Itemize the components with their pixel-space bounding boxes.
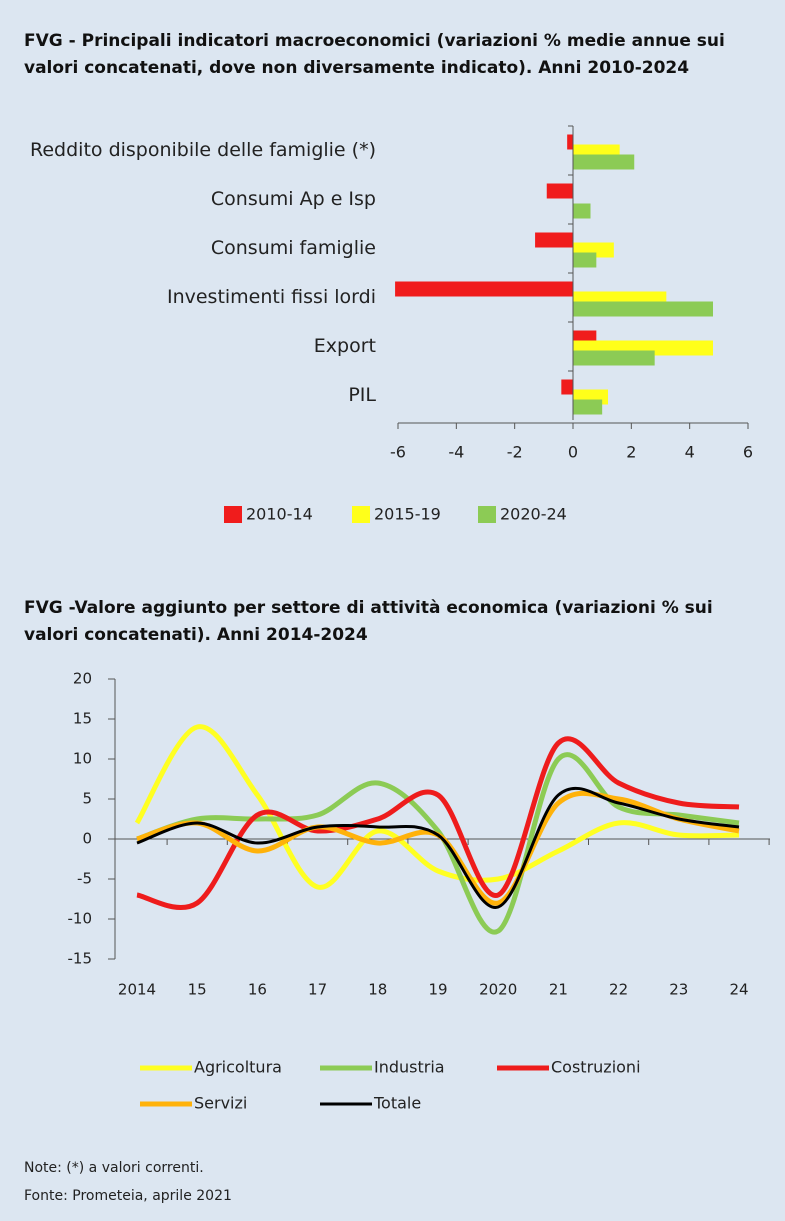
y-tick-label: 5 bbox=[82, 790, 92, 808]
bar bbox=[561, 379, 573, 395]
bar bbox=[567, 134, 573, 150]
note: Fonte: Prometeia, aprile 2021 bbox=[24, 1188, 232, 1204]
legend-label: Costruzioni bbox=[551, 1058, 641, 1077]
bar bbox=[573, 399, 603, 415]
legend-swatch bbox=[478, 506, 496, 523]
data-line bbox=[136, 736, 740, 911]
x-tick-label: 16 bbox=[248, 981, 267, 999]
legend-swatch bbox=[352, 506, 370, 523]
category-label: Consumi Ap e Isp bbox=[211, 188, 376, 210]
data-line bbox=[134, 724, 740, 890]
x-tick-label: 2 bbox=[626, 443, 636, 462]
x-tick-label: 6 bbox=[743, 443, 753, 462]
y-tick-label: 10 bbox=[73, 750, 92, 768]
x-tick-label: 0 bbox=[568, 443, 578, 462]
legend-label: Industria bbox=[374, 1058, 445, 1077]
bar bbox=[573, 154, 635, 170]
category-label: Consumi famiglie bbox=[211, 237, 376, 259]
x-tick-label: -4 bbox=[448, 443, 464, 462]
y-tick-label: 20 bbox=[73, 670, 92, 688]
legend-label: 2015-19 bbox=[374, 505, 441, 524]
bar bbox=[546, 183, 573, 199]
x-tick-label: 19 bbox=[428, 981, 447, 999]
x-tick-label: 21 bbox=[549, 981, 568, 999]
chart-title: FVG - Principali indicatori macroeconomi… bbox=[24, 31, 725, 78]
category-label: PIL bbox=[348, 384, 376, 406]
bar bbox=[573, 203, 591, 219]
bar-chart: Reddito disponibile delle famiglie (*) Co… bbox=[30, 125, 753, 524]
legend-label: 2020-24 bbox=[500, 505, 567, 524]
category-label: Export bbox=[314, 335, 376, 357]
y-tick-label: 0 bbox=[82, 830, 92, 848]
x-tick-label: -2 bbox=[507, 443, 523, 462]
data-line bbox=[136, 786, 740, 909]
category-label: Investimenti fissi lordi bbox=[167, 286, 376, 308]
x-tick-label: 18 bbox=[368, 981, 387, 999]
x-tick-label: 15 bbox=[188, 981, 207, 999]
data-line bbox=[136, 752, 740, 935]
y-tick-label: 15 bbox=[73, 710, 92, 728]
legend-label: 2010-14 bbox=[246, 505, 313, 524]
legend-label: Servizi bbox=[194, 1094, 247, 1113]
legend-label: Agricoltura bbox=[194, 1058, 282, 1077]
y-tick-label: -15 bbox=[68, 950, 93, 968]
note: Note: (*) a valori correnti. bbox=[24, 1160, 204, 1176]
chart-title: FVG -Valore aggiunto per settore di atti… bbox=[24, 598, 713, 645]
legend-swatch bbox=[224, 506, 242, 523]
x-tick-label: 4 bbox=[685, 443, 695, 462]
x-tick-label: 2020 bbox=[479, 981, 517, 999]
bar bbox=[535, 232, 573, 248]
x-tick-label: 23 bbox=[669, 981, 688, 999]
category-label: Reddito disponibile delle famiglie (*) bbox=[30, 139, 376, 161]
y-tick-label: -10 bbox=[68, 910, 93, 928]
x-tick-label: 17 bbox=[308, 981, 327, 999]
x-tick-label: -6 bbox=[390, 443, 406, 462]
x-tick-label: 24 bbox=[729, 981, 748, 999]
bar bbox=[573, 252, 597, 268]
y-tick-label: -5 bbox=[77, 870, 92, 888]
x-tick-label: 2014 bbox=[118, 981, 156, 999]
legend-label: Totale bbox=[373, 1094, 421, 1113]
bar bbox=[573, 301, 713, 317]
line-chart: -15 -10 -5 0 5 10 15 20 2014 15 16 17 18 19 2020 21 22 23… bbox=[68, 670, 770, 1113]
x-tick-label: 22 bbox=[609, 981, 628, 999]
bar bbox=[573, 350, 655, 366]
bar bbox=[395, 281, 573, 297]
